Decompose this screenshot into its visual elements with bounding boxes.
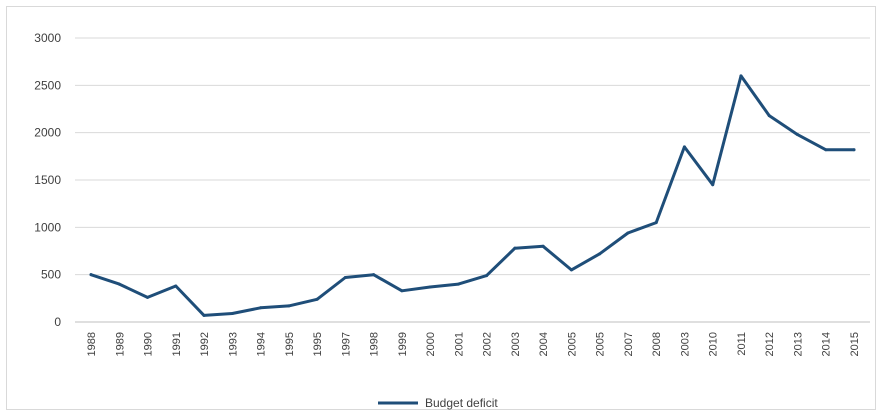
y-tick-label: 0	[54, 315, 61, 329]
x-tick-label: 2008	[651, 332, 663, 356]
y-tick-label: 1000	[34, 220, 61, 234]
x-tick-label: 2014	[821, 332, 833, 356]
y-axis-tick-labels: 0 500 1000 1500 2000 2500 3000	[34, 31, 61, 329]
data-point	[315, 297, 319, 301]
x-tick-label: 2000	[425, 332, 437, 356]
x-tick-label: 1988	[86, 332, 98, 356]
x-tick-label: 1989	[114, 332, 126, 356]
data-point	[541, 244, 545, 248]
data-point	[202, 313, 206, 317]
x-tick-label: 1993	[227, 332, 239, 356]
y-tick-label: 1500	[34, 173, 61, 187]
x-tick-label: 2015	[849, 332, 861, 356]
legend-label-budget-deficit: Budget deficit	[425, 396, 498, 410]
data-point	[598, 252, 602, 256]
x-axis-tick-labels: 1988 1989 1990 1991 1992 1993 1994 1995 1995 1997…	[86, 332, 861, 356]
x-tick-label: 1997	[340, 332, 352, 356]
data-point	[400, 289, 404, 293]
x-tick-label: 2005	[566, 332, 578, 356]
data-point	[626, 231, 630, 235]
data-point	[287, 304, 291, 308]
data-point	[146, 295, 150, 299]
x-tick-label: 2007	[623, 332, 635, 356]
legend: Budget deficit	[378, 396, 498, 410]
data-point	[174, 284, 178, 288]
data-point	[428, 285, 432, 289]
data-point	[89, 273, 93, 277]
y-tick-label: 2500	[34, 78, 61, 92]
x-tick-label: 1995	[312, 332, 324, 356]
x-tick-label: 2011	[736, 332, 748, 356]
data-point	[682, 145, 686, 149]
x-tick-label: 2001	[453, 332, 465, 356]
y-tick-label: 500	[41, 268, 61, 282]
x-tick-label: 1998	[369, 332, 381, 356]
data-point	[513, 246, 517, 250]
data-point	[739, 74, 743, 78]
data-point	[795, 133, 799, 137]
data-point	[824, 148, 828, 152]
data-point	[711, 183, 715, 187]
data-point	[852, 148, 856, 152]
x-tick-label: 1995	[284, 332, 296, 356]
data-point	[485, 274, 489, 278]
x-tick-label: 1999	[397, 332, 409, 356]
y-tick-label: 3000	[34, 31, 61, 45]
x-tick-label: 2003	[510, 332, 522, 356]
data-point	[343, 276, 347, 280]
x-tick-label: 2012	[764, 332, 776, 356]
data-point	[456, 282, 460, 286]
data-point	[230, 311, 234, 315]
x-tick-label: 1994	[256, 332, 268, 356]
x-tick-label: 1990	[143, 332, 155, 356]
data-point	[259, 306, 263, 310]
series-points-budget-deficit	[89, 74, 856, 317]
series-line-budget-deficit	[89, 74, 856, 317]
x-tick-label: 2010	[708, 332, 720, 356]
x-tick-label: 1991	[171, 332, 183, 356]
x-tick-label: 2013	[792, 332, 804, 356]
y-tick-label: 2000	[34, 126, 61, 140]
x-tick-label: 2004	[538, 332, 550, 356]
data-point	[767, 114, 771, 118]
data-point	[569, 268, 573, 272]
chart-frame	[6, 6, 876, 410]
x-tick-label: 2005	[595, 332, 607, 356]
x-tick-label: 1992	[199, 332, 211, 356]
data-point	[372, 273, 376, 277]
data-point	[117, 282, 121, 286]
data-point	[654, 221, 658, 225]
x-tick-label: 2003	[679, 332, 691, 356]
x-tick-label: 2002	[482, 332, 494, 356]
